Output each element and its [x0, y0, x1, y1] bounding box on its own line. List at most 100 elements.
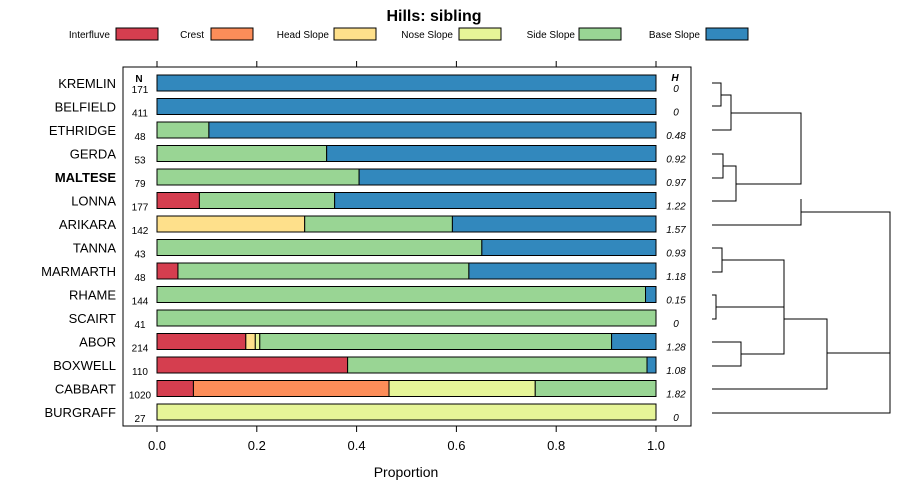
n-column-header: N	[135, 74, 142, 85]
bar-segment-marmarth-side-slope	[177, 262, 470, 280]
h-value-arikara: 1.57	[666, 225, 686, 236]
bar-segment-rhame-base-slope	[645, 286, 657, 303]
row-label-lonna: LONNA	[71, 194, 116, 209]
bar-segment-boxwell-side-slope	[347, 356, 648, 374]
bar-segment-scairt-side-slope	[156, 309, 657, 327]
n-value-burgraff: 27	[134, 414, 146, 425]
dendrogram-branch-12	[712, 318, 828, 390]
row-label-gerda: GERDA	[70, 147, 117, 162]
legend-label-head-slope: Head Slope	[277, 30, 330, 41]
row-labels: KREMLIN 171 0 BELFIELD 411 0 ETHRIDGE 48 0.48 GER…	[41, 76, 686, 425]
bar-segment-belfield-base-slope	[156, 98, 657, 115]
row-label-abor: ABOR	[79, 335, 116, 350]
n-value-boxwell: 110	[132, 367, 148, 378]
legend-label-side-slope: Side Slope	[527, 30, 576, 41]
legend-swatch-nose-slope	[458, 27, 502, 41]
legend-label-nose-slope: Nose Slope	[401, 30, 453, 41]
bar-segment-cabbart-interfluve	[156, 380, 194, 397]
bar-row-abor	[156, 333, 657, 350]
legend-label-interfluve: Interfluve	[69, 30, 111, 41]
bar-row-lonna	[156, 192, 657, 209]
row-label-maltese: MALTESE	[55, 170, 116, 185]
h-column-header: H	[671, 73, 679, 84]
legend-label-base-slope: Base Slope	[649, 30, 701, 41]
bar-segment-lonna-side-slope	[198, 192, 336, 209]
bar-segment-rhame-side-slope	[156, 286, 647, 303]
x-tick-label-5: 1.0	[647, 438, 665, 453]
n-value-kremlin: 171	[132, 85, 149, 96]
bar-segment-lonna-base-slope	[334, 192, 657, 209]
row-label-kremlin: KREMLIN	[58, 76, 116, 91]
x-axis: 0.0 0.2 0.4 0.6 0.8 1.0	[148, 61, 665, 453]
bar-row-kremlin	[156, 74, 657, 92]
n-value-rhame: 144	[132, 297, 149, 308]
row-label-rhame: RHAME	[69, 288, 116, 303]
dendrogram-branch-7	[712, 247, 723, 273]
h-value-cabbart: 1.82	[666, 390, 686, 401]
h-value-marmarth: 1.18	[666, 272, 686, 283]
legend-swatch-head-slope	[333, 27, 377, 41]
bar-segment-boxwell-base-slope	[646, 356, 657, 374]
bar-segment-maltese-side-slope	[156, 168, 360, 186]
bar-row-arikara	[156, 215, 657, 233]
dendrogram-branch-9	[716, 259, 785, 308]
row-label-belfield: BELFIELD	[55, 100, 116, 115]
h-value-burgraff: 0	[673, 413, 679, 424]
h-value-tanna: 0.93	[666, 249, 686, 260]
bar-row-rhame	[156, 286, 657, 303]
row-label-tanna: TANNA	[73, 241, 116, 256]
h-value-lonna: 1.22	[666, 202, 686, 213]
legend-swatch-crest	[210, 27, 254, 41]
n-value-scairt: 41	[134, 320, 146, 331]
dendrogram	[712, 82, 891, 414]
bar-segment-marmarth-base-slope	[468, 262, 657, 280]
bar-row-marmarth	[156, 262, 657, 280]
chart-title: Hills: sibling	[386, 8, 481, 25]
n-value-ethridge: 48	[134, 132, 146, 143]
bar-segment-maltese-base-slope	[358, 168, 657, 186]
plot-frame	[122, 66, 692, 427]
bar-row-tanna	[156, 239, 657, 256]
n-value-tanna: 43	[134, 250, 146, 261]
bar-segment-tanna-base-slope	[481, 239, 657, 256]
bar-segment-abor-interfluve	[156, 333, 247, 350]
dendrogram-branch-10	[712, 341, 742, 367]
n-value-abor: 214	[132, 344, 149, 355]
legend-swatch-base-slope	[705, 27, 749, 41]
bar-row-ethridge	[156, 121, 657, 139]
x-tick-label-2: 0.4	[348, 438, 366, 453]
bar-row-gerda	[156, 145, 657, 162]
dendrogram-branch-5	[712, 199, 802, 226]
bar-segment-kremlin-base-slope	[156, 74, 657, 92]
bar-segment-cabbart-side-slope	[534, 380, 657, 397]
bar-segment-ethridge-side-slope	[156, 121, 210, 139]
bar-segment-marmarth-interfluve	[156, 262, 179, 280]
h-value-kremlin: 0	[673, 84, 679, 95]
bar-segment-gerda-base-slope	[326, 145, 657, 162]
x-tick-label-0: 0.0	[148, 438, 166, 453]
h-value-belfield: 0	[673, 108, 679, 119]
bar-segment-arikara-head-slope	[156, 215, 306, 233]
bar-segment-boxwell-interfluve	[156, 356, 349, 374]
row-label-boxwell: BOXWELL	[53, 358, 116, 373]
row-label-scairt: SCAIRT	[69, 311, 116, 326]
bar-segment-gerda-side-slope	[156, 145, 328, 162]
bar-segment-arikara-side-slope	[304, 215, 453, 233]
bar-segment-cabbart-nose-slope	[388, 380, 536, 397]
h-value-boxwell: 1.08	[666, 366, 686, 377]
bar-segment-tanna-side-slope	[156, 239, 483, 256]
legend-swatch-interfluve	[115, 27, 159, 41]
bar-row-boxwell	[156, 356, 657, 374]
bar-segment-burgraff-nose-slope	[156, 403, 657, 421]
n-value-arikara: 142	[132, 226, 149, 237]
dendrogram-branch-8	[712, 294, 717, 320]
bar-segment-abor-head-slope	[245, 333, 256, 350]
n-value-marmarth: 48	[134, 273, 146, 284]
row-label-marmarth: MARMARTH	[41, 264, 116, 279]
n-value-maltese: 79	[134, 179, 146, 190]
x-tick-label-3: 0.6	[447, 438, 465, 453]
bars	[156, 74, 657, 421]
bar-segment-ethridge-base-slope	[208, 121, 657, 139]
bar-segment-abor-base-slope	[611, 333, 657, 350]
